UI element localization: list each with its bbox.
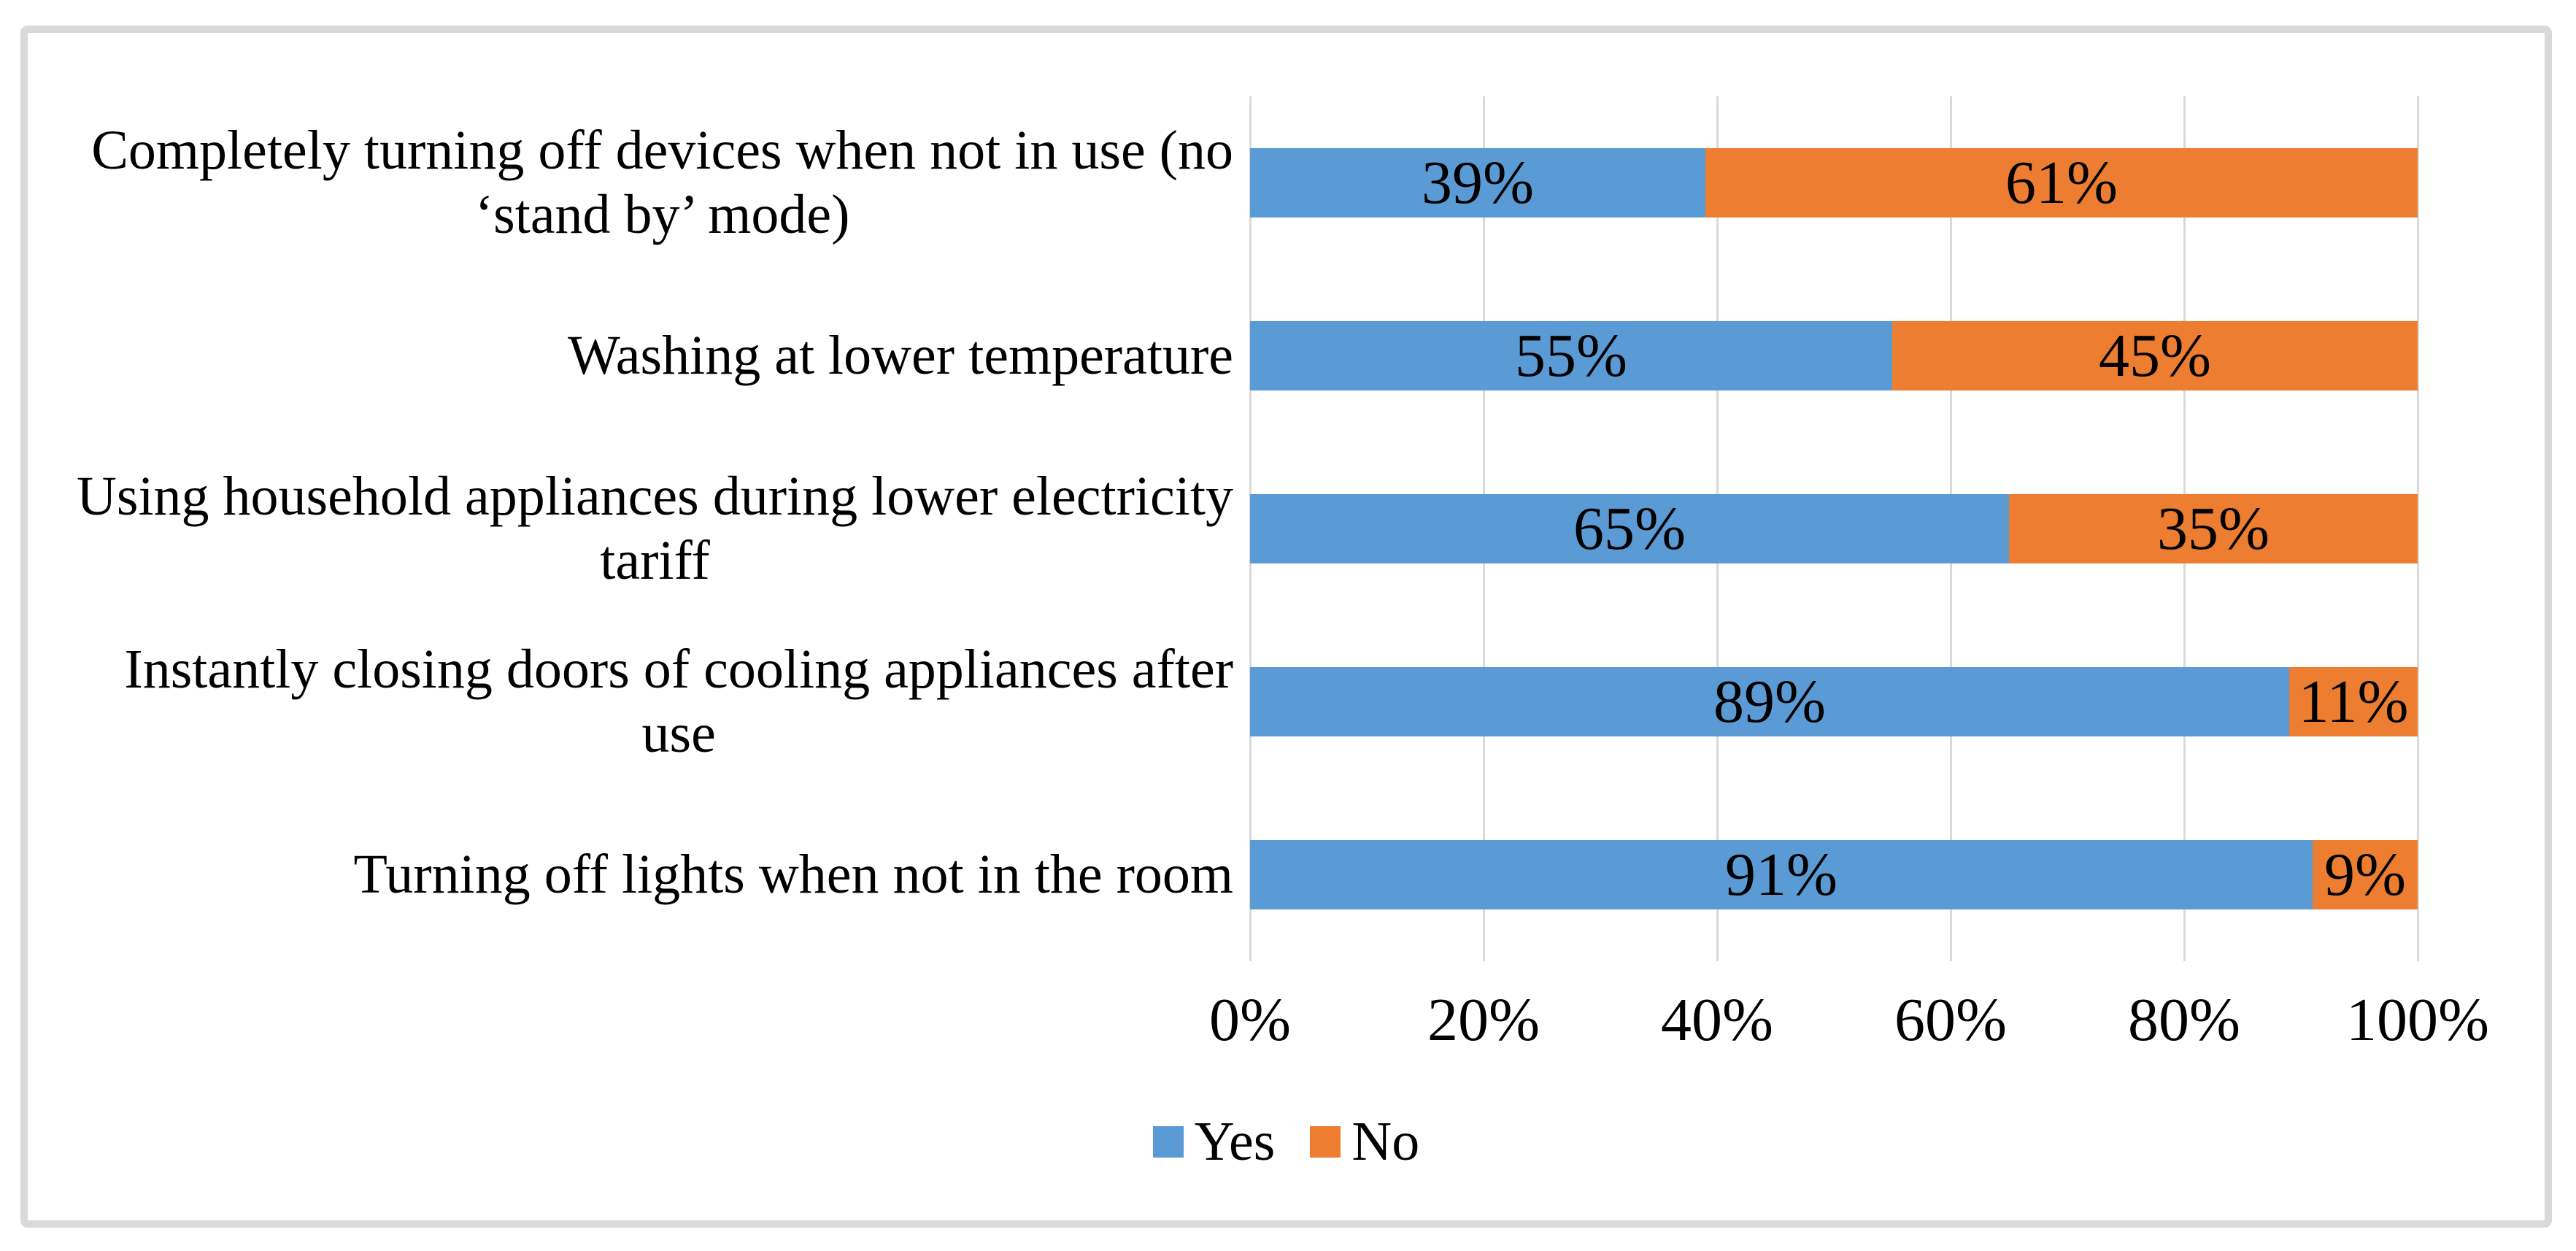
- bar-band: 65% 35%: [1250, 442, 2418, 615]
- legend-item-yes: Yes: [1152, 1111, 1276, 1172]
- bar-band: 91% 9%: [1250, 788, 2418, 961]
- bar-segment-yes: 89%: [1250, 667, 2289, 736]
- chart-frame: [20, 26, 2552, 1228]
- data-label: 9%: [2324, 840, 2406, 909]
- category-axis-labels: Completely turning off devices when not …: [51, 96, 1233, 961]
- data-label: 61%: [2005, 148, 2118, 217]
- bars-layer: 39% 61% 55% 45% 65% 35% 89% 11% 91% 9%: [1250, 96, 2418, 961]
- bar-row: 65% 35%: [1250, 494, 2418, 563]
- bar-segment-no: 9%: [2313, 840, 2418, 909]
- bar-band: 55% 45%: [1250, 269, 2418, 442]
- bar-band: 39% 61%: [1250, 96, 2418, 269]
- x-axis: 0% 20% 40% 60% 80% 100%: [1209, 986, 2489, 1070]
- bar-segment-yes: 65%: [1250, 494, 2009, 563]
- data-label: 65%: [1573, 494, 1686, 563]
- legend-swatch-icon: [1152, 1125, 1184, 1158]
- plot-area: 39% 61% 55% 45% 65% 35% 89% 11% 91% 9%: [1249, 96, 2419, 961]
- category-label: Instantly closing doors of cooling appli…: [124, 639, 1233, 764]
- category-band: Turning off lights when not in the room: [51, 788, 1233, 961]
- bar-segment-no: 61%: [1705, 148, 2418, 218]
- x-axis-tick-label: 20%: [1427, 986, 1540, 1054]
- data-label: 55%: [1515, 321, 1627, 390]
- category-label: Washing at lower temperature: [568, 324, 1233, 386]
- x-axis-tick-label: 0%: [1209, 986, 1291, 1054]
- data-label: 45%: [2099, 321, 2211, 390]
- category-band: Instantly closing doors of cooling appli…: [51, 615, 1233, 788]
- legend-item-no: No: [1310, 1114, 1419, 1169]
- legend-label: Yes: [1194, 1111, 1276, 1172]
- x-axis-tick-label: 80%: [2128, 986, 2240, 1054]
- bar-segment-no: 35%: [2009, 494, 2418, 563]
- category-label: Turning off lights when not in the room: [353, 843, 1233, 905]
- bar-row: 89% 11%: [1250, 667, 2418, 736]
- bar-row: 39% 61%: [1250, 148, 2418, 218]
- bar-segment-no: 45%: [1892, 321, 2418, 390]
- bar-row: 55% 45%: [1250, 321, 2418, 390]
- data-label: 91%: [1725, 840, 1837, 909]
- x-gridline: [2416, 96, 2419, 961]
- category-band: Washing at lower temperature: [51, 269, 1233, 442]
- data-label: 35%: [2157, 494, 2270, 563]
- bar-segment-yes: 91%: [1250, 840, 2313, 909]
- category-label: Using household appliances during lower …: [76, 466, 1233, 591]
- category-band: Completely turning off devices when not …: [51, 96, 1233, 269]
- category-band: Using household appliances during lower …: [51, 442, 1233, 615]
- bar-band: 89% 11%: [1250, 615, 2418, 788]
- bar-segment-yes: 39%: [1250, 148, 1705, 218]
- x-axis-tick-label: 100%: [2346, 986, 2489, 1054]
- legend: Yes No: [20, 1114, 2552, 1169]
- legend-label: No: [1351, 1111, 1420, 1172]
- bar-segment-no: 11%: [2289, 667, 2418, 736]
- bar-row: 91% 9%: [1250, 840, 2418, 909]
- data-label: 11%: [2298, 667, 2409, 736]
- bar-segment-yes: 55%: [1250, 321, 1892, 390]
- x-axis-tick-label: 60%: [1894, 986, 2007, 1054]
- x-axis-tick-label: 40%: [1661, 986, 1773, 1054]
- legend-swatch-icon: [1310, 1125, 1341, 1158]
- data-label: 89%: [1713, 667, 1826, 736]
- data-label: 39%: [1422, 148, 1534, 217]
- category-label: Completely turning off devices when not …: [91, 120, 1233, 245]
